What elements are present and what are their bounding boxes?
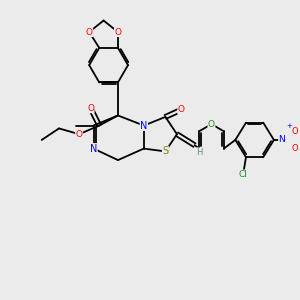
Text: O: O — [86, 28, 93, 37]
Text: O: O — [292, 144, 298, 153]
Text: O: O — [115, 28, 122, 37]
Text: Cl: Cl — [239, 170, 248, 179]
Text: N: N — [140, 121, 148, 130]
Text: N: N — [90, 144, 97, 154]
Text: O: O — [178, 105, 185, 114]
Text: O: O — [292, 127, 298, 136]
Text: O: O — [87, 104, 94, 113]
Text: +: + — [286, 122, 292, 128]
Text: N: N — [279, 135, 285, 144]
Text: H: H — [196, 148, 202, 157]
Text: O: O — [208, 120, 215, 129]
Text: O: O — [76, 130, 82, 139]
Text: S: S — [162, 146, 169, 156]
